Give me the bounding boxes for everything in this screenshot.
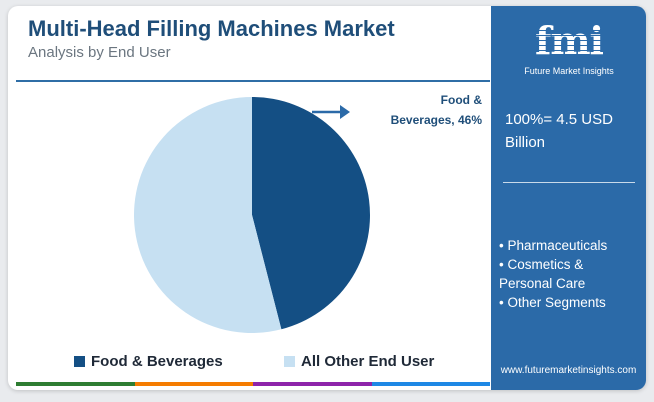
market-total-line-1: 100%= 4.5 USD bbox=[505, 111, 613, 128]
header-divider bbox=[16, 80, 490, 82]
footer-bar-segment bbox=[134, 382, 253, 386]
logo-tagline: Future Market Insights bbox=[524, 66, 614, 76]
website-url[interactable]: www.futuremarketinsights.com bbox=[500, 365, 637, 376]
callout-arrow-icon bbox=[340, 105, 350, 119]
footer-color-bar bbox=[16, 382, 490, 386]
legend-item-other-end-user: All Other End User bbox=[284, 353, 434, 370]
market-total-line-2: Billion bbox=[505, 134, 546, 151]
legend-swatch bbox=[74, 356, 85, 367]
report-card: Multi-Head Filling Machines Market Analy… bbox=[8, 6, 646, 390]
pie-slice-all-other-end-user bbox=[134, 97, 282, 333]
page-title: Multi-Head Filling Machines Market bbox=[28, 16, 395, 41]
footer-bar-segment bbox=[253, 382, 372, 386]
legend-label: All Other End User bbox=[301, 353, 435, 370]
callout-line-1: Food & bbox=[440, 93, 482, 107]
sidebar-divider bbox=[503, 182, 635, 183]
segment-item: • Other Segments bbox=[499, 295, 606, 310]
legend-swatch bbox=[284, 356, 295, 367]
callout-line-2: Beverages, 46% bbox=[390, 113, 482, 127]
legend-label: Food & Beverages bbox=[91, 353, 223, 370]
segment-list: • Pharmaceuticals • Cosmetics & Personal… bbox=[499, 236, 644, 312]
page-subtitle: Analysis by End User bbox=[28, 44, 171, 61]
footer-bar-segment bbox=[371, 382, 490, 386]
segment-item: Personal Care bbox=[499, 276, 586, 291]
pie-chart bbox=[134, 97, 371, 333]
segment-item: • Pharmaceuticals bbox=[499, 238, 608, 253]
footer-bar-segment bbox=[16, 382, 135, 386]
pie-slice-food-beverages bbox=[252, 97, 371, 330]
logo-stripes bbox=[513, 26, 625, 58]
legend-item-food-beverages: Food & Beverages bbox=[74, 353, 223, 370]
market-total: 100%= 4.5 USD Billion bbox=[505, 108, 640, 154]
pie-callout-label: Food & Beverages, 46% bbox=[360, 90, 482, 130]
sidebar: fmi Future Market Insights 100%= 4.5 USD… bbox=[491, 6, 646, 390]
segment-item: • Cosmetics & bbox=[499, 257, 584, 272]
